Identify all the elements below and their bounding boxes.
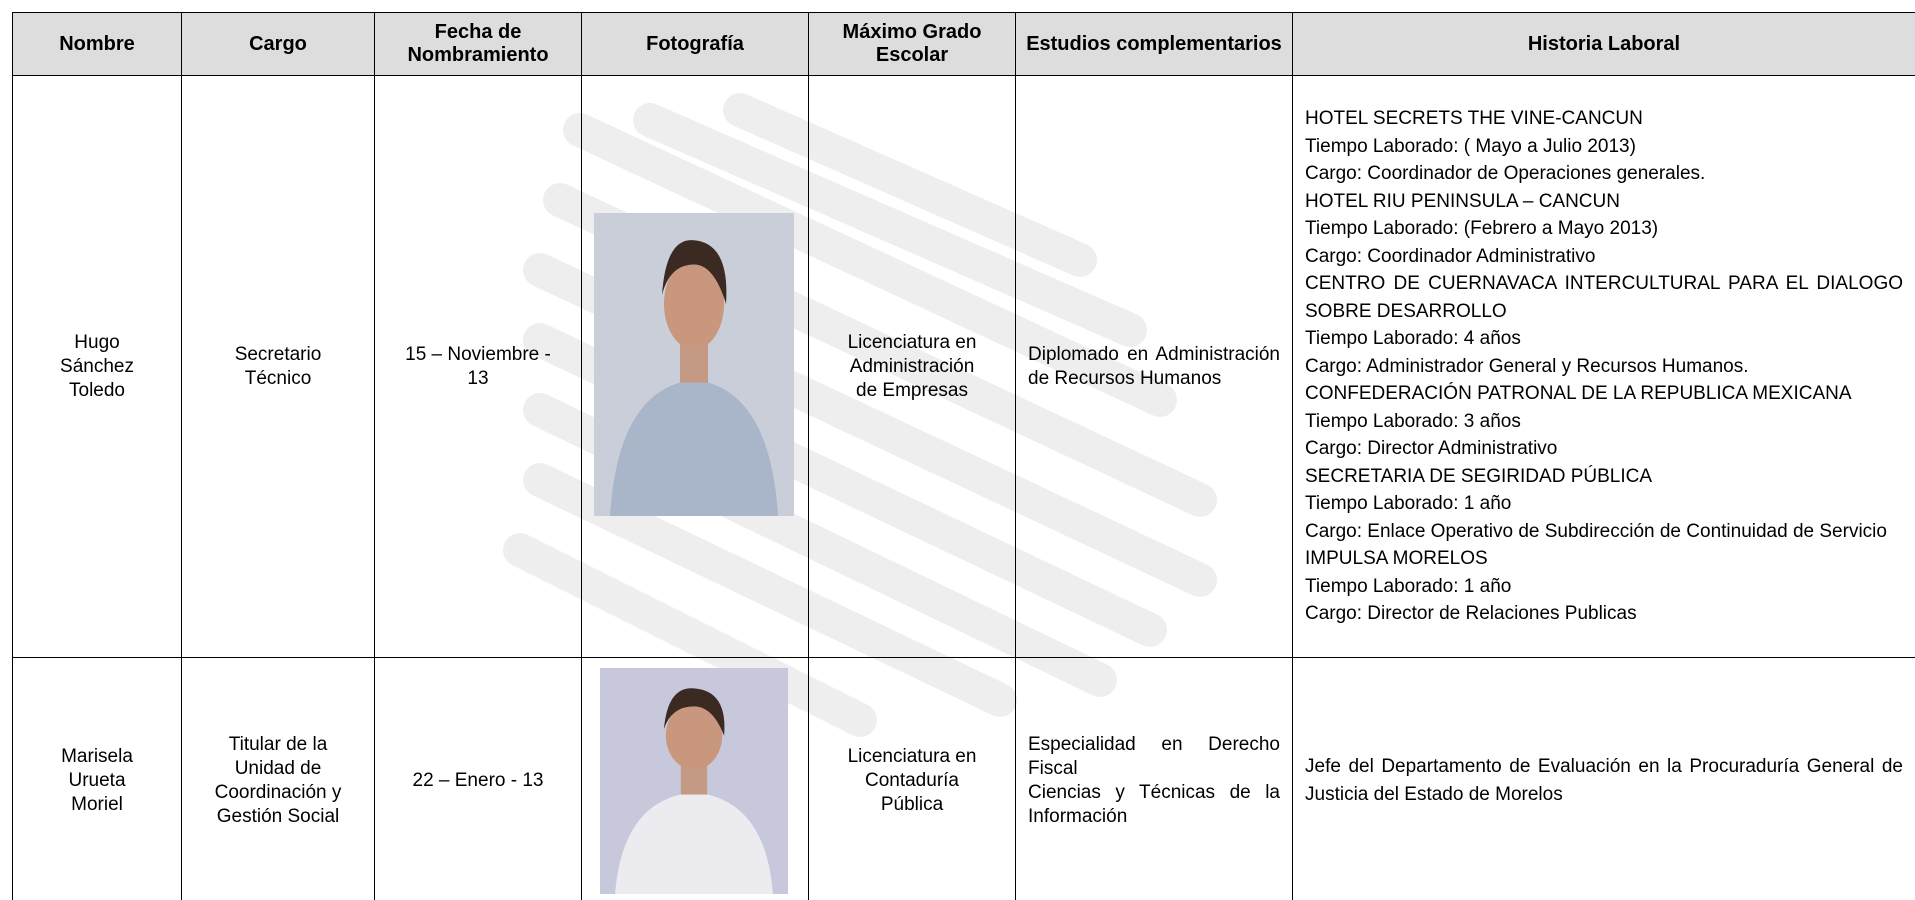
history-line: CENTRO DE CUERNAVACA INTERCULTURAL PARA …: [1305, 273, 1903, 322]
history-line: Tiempo Laborado: (Febrero a Mayo 2013): [1305, 218, 1659, 240]
cell-text: Secretario Técnico: [234, 343, 322, 389]
cell: 22 – Enero - 13: [374, 657, 582, 900]
cell: Marisela Urueta Moriel: [12, 657, 182, 900]
photo-cell: [581, 75, 809, 658]
column-header: Nombre: [12, 12, 182, 76]
table-row: Hugo Sánchez Toledo Secretario Técnico 15 …: [12, 75, 1915, 658]
history-line: CONFEDERACIÓN PATRONAL DE LA REPUBLICA M…: [1305, 383, 1852, 405]
history-line: Tiempo Laborado: 3 años: [1305, 410, 1521, 432]
cell-text: Hugo Sánchez Toledo: [60, 331, 134, 401]
history-line: Tiempo Laborado: 4 años: [1305, 328, 1521, 350]
photo: [600, 668, 788, 894]
cell-text: Ciencias y Técnicas de la Información: [1028, 781, 1280, 827]
column-header: Fecha de Nombramiento: [374, 12, 582, 76]
cell: Licenciatura en Contaduría Pública: [808, 657, 1016, 900]
history-line: Tiempo Laborado: 1 año: [1305, 575, 1512, 597]
cell: 15 – Noviembre - 13: [374, 75, 582, 658]
cell: Hugo Sánchez Toledo: [12, 75, 182, 658]
history-line: Cargo: Director de Relaciones Publicas: [1305, 603, 1637, 625]
history-line: Cargo: Administrador General y Recursos …: [1305, 355, 1749, 377]
history-line: Tiempo Laborado: ( Mayo a Julio 2013): [1305, 135, 1636, 157]
cell: Diplomado en Administración de Recursos …: [1015, 75, 1293, 658]
photo-cell: [581, 657, 809, 900]
column-header: Fotografía: [581, 12, 809, 76]
cell-text: 15 – Noviembre - 13: [405, 343, 551, 389]
column-header: Máximo Grado Escolar: [808, 12, 1016, 76]
history-line: SECRETARIA DE SEGIRIDAD PÚBLICA: [1305, 465, 1653, 487]
cell: Titular de la Unidad de Coordinación y G…: [181, 657, 375, 900]
history-line: Cargo: Director Administrativo: [1305, 438, 1558, 460]
cell-text: Marisela Urueta Moriel: [61, 745, 133, 815]
cell: Licenciatura en Administración de Empres…: [808, 75, 1016, 658]
cell-text: Titular de la Unidad de Coordinación y G…: [214, 733, 342, 827]
cell-text: Licenciatura en Administración de Empres…: [847, 331, 977, 401]
cell: Secretario Técnico: [181, 75, 375, 658]
history-line: Cargo: Coordinador de Operaciones genera…: [1305, 163, 1706, 185]
history-line: Cargo: Enlace Operativo de Subdirección …: [1305, 520, 1887, 542]
cell-text: Licenciatura en Contaduría Pública: [847, 745, 977, 815]
cell: HOTEL SECRETS THE VINE-CANCUN Tiempo Labo…: [1292, 75, 1915, 658]
photo: [594, 213, 794, 516]
history-line: Tiempo Laborado: 1 año: [1305, 493, 1512, 515]
history-line: HOTEL RIU PENINSULA – CANCUN: [1305, 190, 1620, 212]
cell-text: 22 – Enero - 13: [412, 769, 544, 791]
cell-text: Diplomado en Administración de Recursos …: [1028, 343, 1280, 389]
history-line: IMPULSA MORELOS: [1305, 548, 1488, 570]
table-row: Marisela Urueta Moriel Titular de la Unid…: [12, 657, 1915, 900]
cell: Especialidad en Derecho Fiscal Ciencias y…: [1015, 657, 1293, 900]
column-header: Historia Laboral: [1292, 12, 1915, 76]
column-header: Cargo: [181, 12, 375, 76]
cell: Jefe del Departamento de Evaluación en l…: [1292, 657, 1915, 900]
cell-text: Especialidad en Derecho Fiscal: [1028, 733, 1280, 779]
history-line: Jefe del Departamento de Evaluación en l…: [1305, 756, 1903, 805]
column-header: Estudios complementarios: [1015, 12, 1293, 76]
history-line: HOTEL SECRETS THE VINE-CANCUN: [1305, 108, 1643, 130]
history-line: Cargo: Coordinador Administrativo: [1305, 245, 1596, 267]
header-row: Nombre Cargo Fecha de Nombramiento Fotograf…: [12, 12, 1915, 76]
staff-table: Nombre Cargo Fecha de Nombramiento Fotograf…: [12, 12, 1915, 900]
